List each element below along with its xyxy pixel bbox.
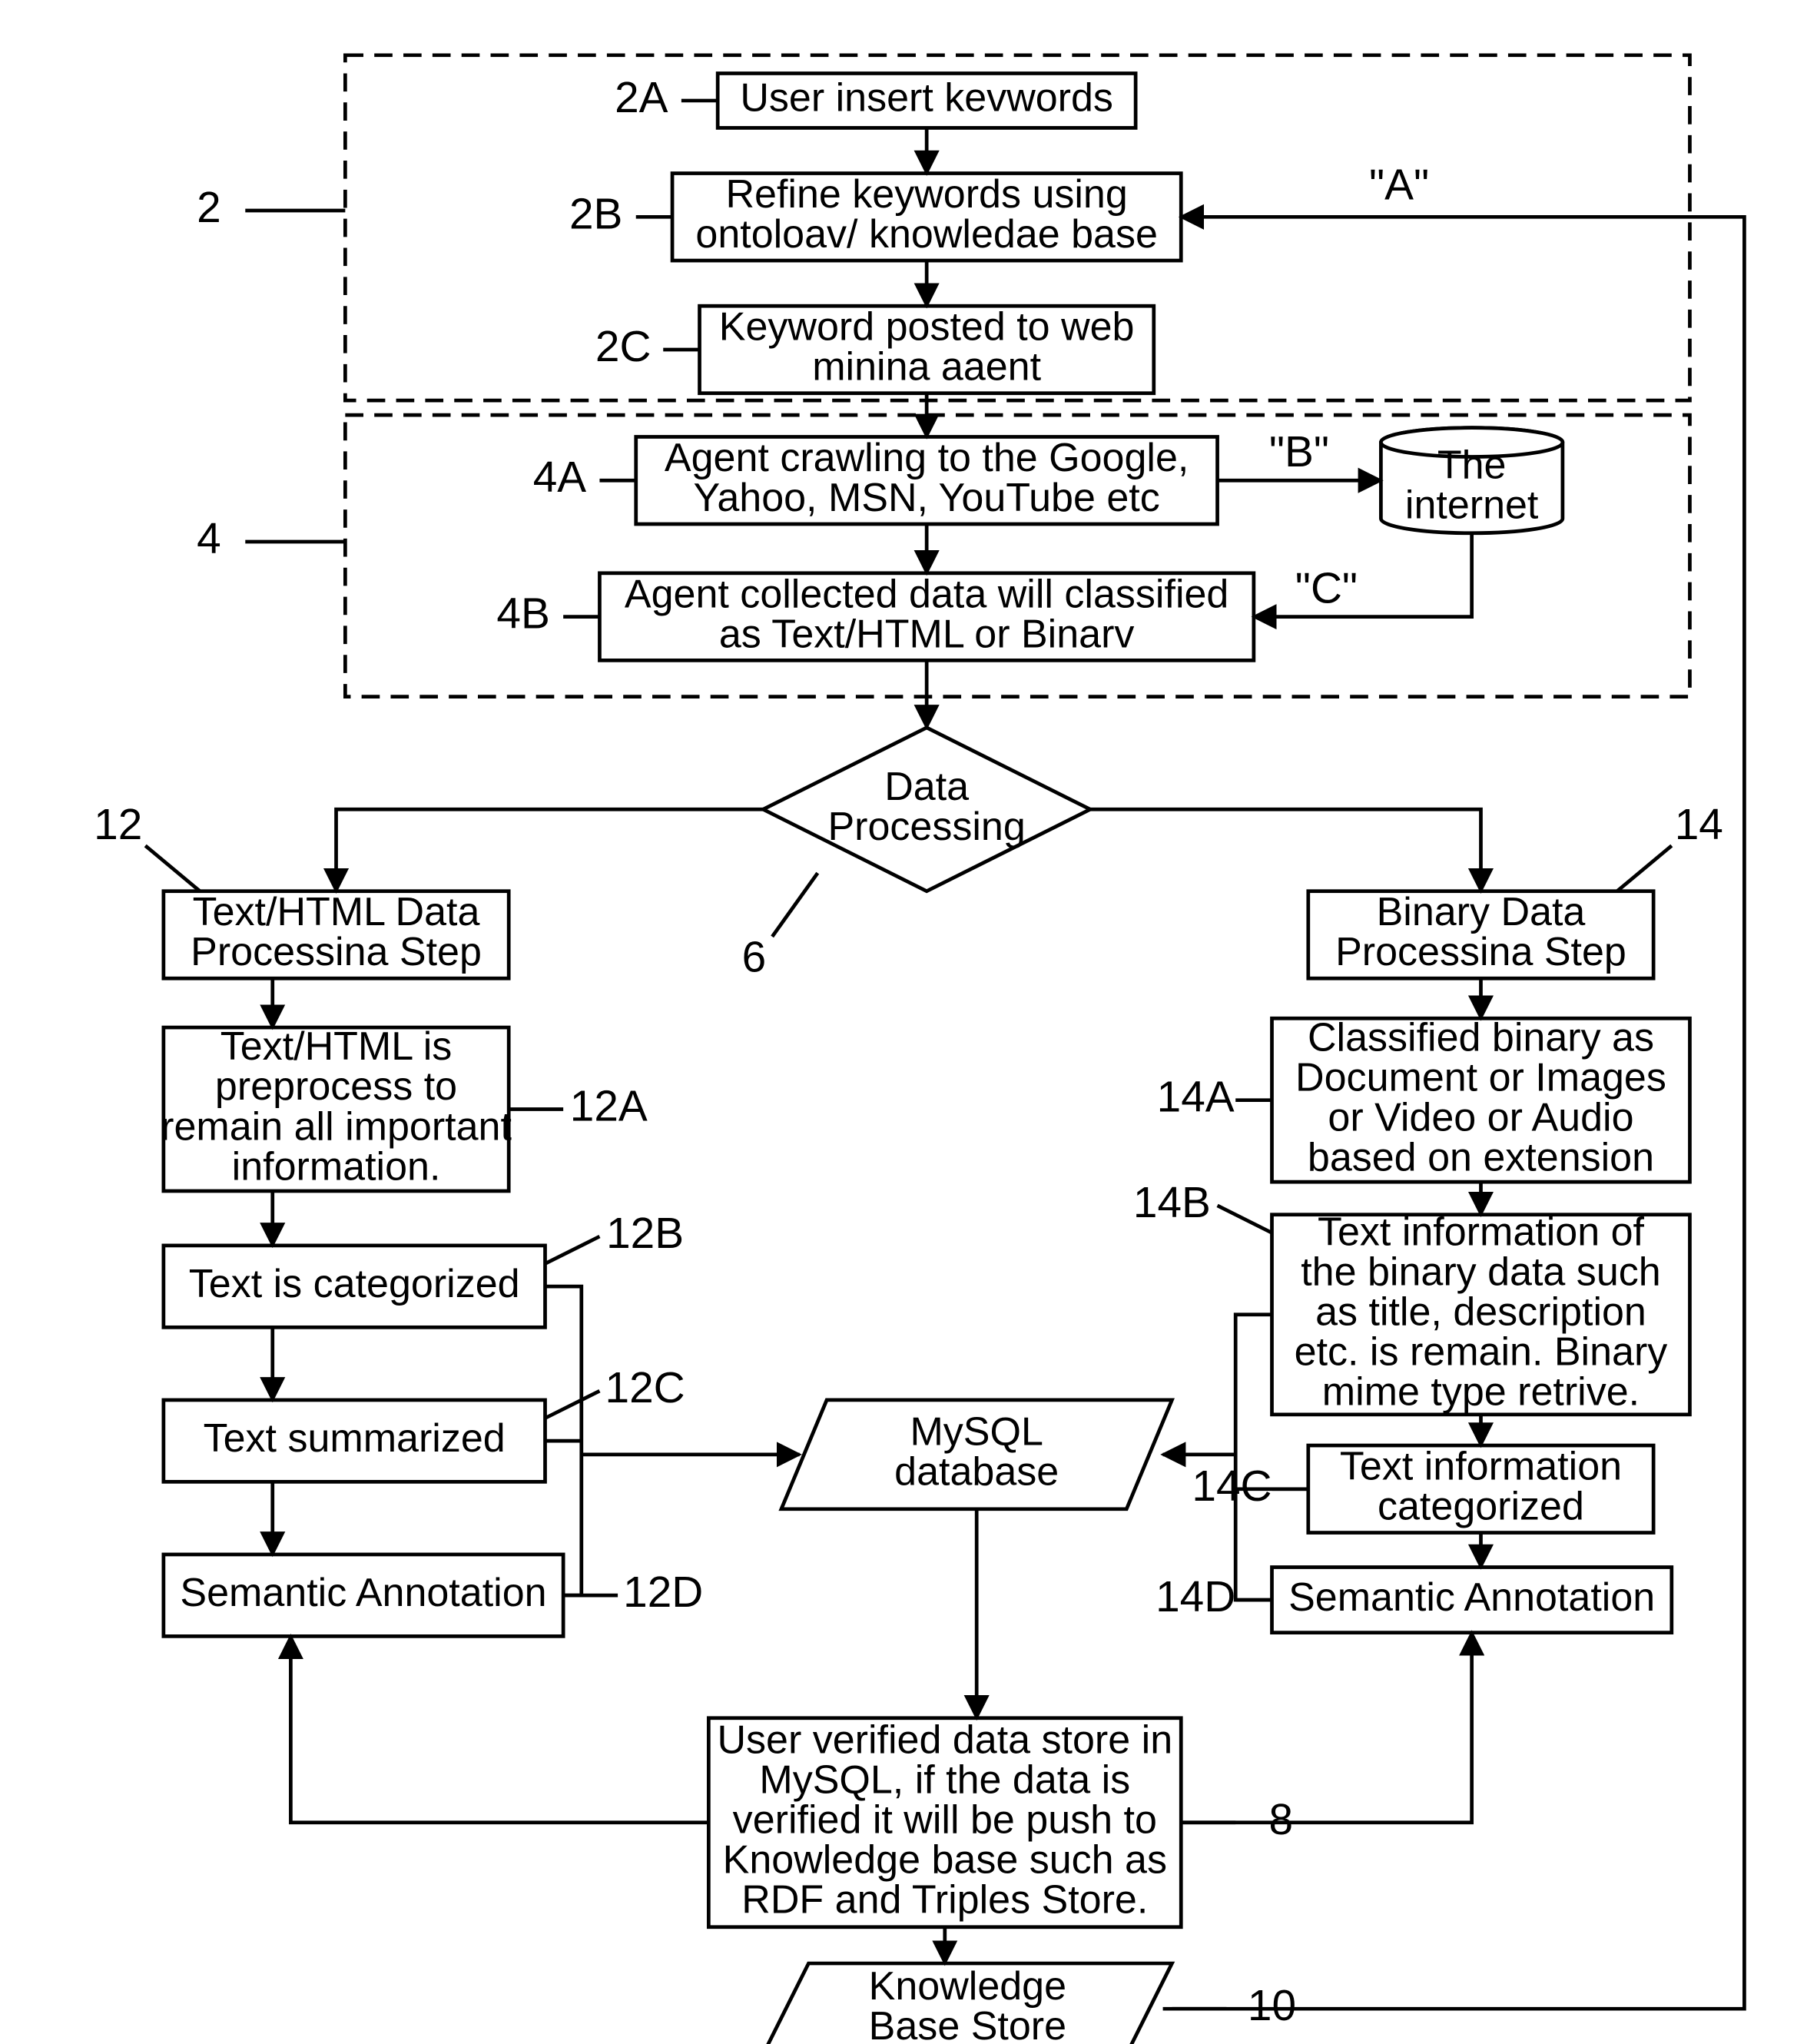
svg-text:6: 6 [742,934,767,982]
svg-text:database: database [894,1450,1059,1495]
svg-text:14: 14 [1675,801,1723,849]
svg-text:Text/HTML Data: Text/HTML Data [193,890,480,934]
svg-text:information.: information. [232,1144,441,1189]
svg-text:Keyword posted to web: Keyword posted to web [719,305,1135,350]
svg-text:the binary data such: the binary data such [1301,1249,1660,1294]
svg-text:2A: 2A [615,74,668,122]
svg-text:Processina Step: Processina Step [1335,930,1626,974]
svg-text:Text/HTML is: Text/HTML is [220,1024,453,1069]
svg-text:as title, description: as title, description [1315,1290,1646,1335]
svg-text:14B: 14B [1133,1179,1211,1227]
svg-text:Data: Data [884,765,969,809]
svg-text:10: 10 [1248,1982,1296,2030]
svg-text:internet: internet [1405,483,1539,527]
svg-text:Base Store: Base Store [869,2004,1066,2044]
svg-text:based on extension: based on extension [1308,1135,1654,1180]
svg-text:8: 8 [1269,1796,1294,1844]
svg-text:Text information: Text information [1340,1445,1622,1489]
svg-text:4B: 4B [496,590,549,639]
svg-text:12B: 12B [606,1209,684,1258]
svg-text:ontoloav/ knowledae base: ontoloav/ knowledae base [695,212,1158,257]
svg-text:Text information of: Text information of [1318,1209,1645,1254]
svg-text:verified it will be push to: verified it will be push to [733,1798,1157,1843]
svg-text:preprocess to: preprocess to [215,1064,457,1109]
svg-text:etc. is remain. Binary: etc. is remain. Binary [1295,1330,1668,1375]
svg-text:MySQL: MySQL [910,1410,1043,1455]
svg-text:Document or Images: Document or Images [1295,1055,1666,1100]
svg-text:Processina Step: Processina Step [191,930,482,974]
svg-text:14A: 14A [1157,1073,1235,1122]
svg-text:User verified data store in: User verified data store in [717,1717,1172,1762]
svg-text:Refine keywords using: Refine keywords using [725,172,1127,217]
svg-text:mime type retrive.: mime type retrive. [1322,1370,1640,1415]
svg-text:"C": "C" [1295,564,1358,612]
svg-text:Semantic Annotation: Semantic Annotation [180,1571,546,1615]
svg-text:12C: 12C [605,1364,685,1412]
svg-text:Text is categorized: Text is categorized [189,1262,520,1306]
svg-text:remain all important: remain all important [161,1104,512,1149]
svg-text:12D: 12D [623,1568,703,1617]
svg-text:14C: 14C [1192,1462,1272,1511]
svg-text:Yahoo, MSN, YouTube etc: Yahoo, MSN, YouTube etc [694,476,1160,520]
svg-text:RDF and Triples Store.: RDF and Triples Store. [741,1878,1148,1923]
svg-text:Knowledge: Knowledge [869,1964,1066,2009]
svg-text:Text summarized: Text summarized [204,1416,506,1461]
svg-text:14D: 14D [1156,1573,1235,1621]
svg-text:12: 12 [94,801,142,849]
svg-text:minina aaent: minina aaent [812,345,1041,390]
svg-text:"A": "A" [1369,161,1429,209]
svg-text:Processing: Processing [827,805,1025,849]
svg-text:User insert kevwords: User insert kevwords [740,76,1113,121]
svg-text:Classified binary as: Classified binary as [1308,1015,1654,1060]
svg-text:Binary Data: Binary Data [1377,890,1586,934]
svg-text:categorized: categorized [1378,1485,1584,1529]
svg-text:Semantic Annotation: Semantic Annotation [1288,1575,1655,1620]
svg-text:as Text/HTML or Binarv: as Text/HTML or Binarv [719,612,1135,656]
svg-text:2B: 2B [569,190,622,238]
svg-text:4: 4 [197,515,221,563]
svg-text:The: The [1437,443,1507,487]
svg-text:12A: 12A [570,1083,648,1131]
flowchart-svg: 2 4 User insert kevwords 2A Refine keywords … [0,0,1817,2044]
svg-text:or Video or Audio: or Video or Audio [1328,1095,1633,1140]
svg-text:Agent crawling to the Google,: Agent crawling to the Google, [665,436,1189,480]
svg-text:4A: 4A [533,453,587,502]
svg-text:Agent collected data will clas: Agent collected data will classified [625,572,1228,616]
svg-text:"B": "B" [1269,428,1329,476]
svg-text:MySQL, if the data is: MySQL, if the data is [759,1758,1130,1803]
svg-text:Knowledge base such as: Knowledge base such as [723,1838,1167,1883]
svg-text:2: 2 [197,184,221,232]
svg-text:2C: 2C [595,323,652,371]
